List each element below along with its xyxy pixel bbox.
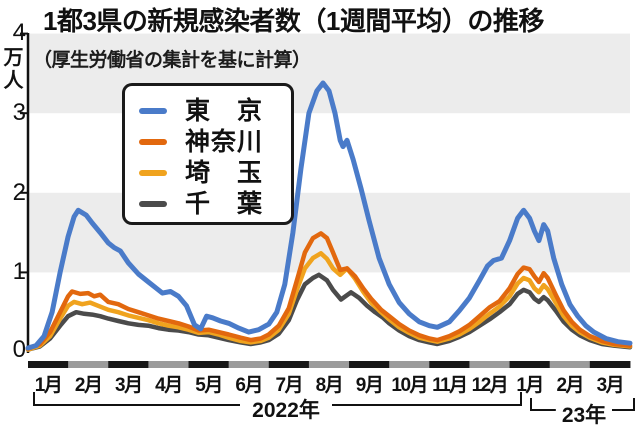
legend-label-kanagawa: 神奈川 [185, 128, 264, 156]
month-label-8: 8月 [315, 375, 344, 396]
month-bar-segment [188, 361, 230, 368]
month-label-4: 4月 [155, 375, 183, 396]
year-label-2022: 2022年 [246, 394, 326, 424]
legend-item-saitama: 埼 玉 [139, 160, 263, 186]
chart-title: 1都3県の新規感染者数（1週間平均）の推移 [43, 6, 544, 36]
month-bar-segment [268, 361, 310, 368]
y-axis-unit-man: 万 [3, 47, 24, 69]
series-line-chiba [25, 272, 633, 352]
y-tick-label-0: 0 [12, 336, 26, 363]
month-label-5: 5月 [195, 375, 223, 396]
month-bar-segment [469, 361, 511, 368]
month-bar-segment [549, 361, 591, 368]
y-tick-label-2: 2 [12, 179, 26, 206]
month-bar-segment [108, 361, 149, 368]
y-axis-unit-label: 万 人 [1, 47, 26, 93]
y-tick-label-1: 1 [12, 258, 26, 285]
month-bar-segment [389, 361, 430, 368]
y-tick-label-4: 4 [12, 19, 26, 46]
month-label-10: 10月 [391, 375, 428, 396]
month-label-6: 6月 [235, 375, 263, 396]
legend-item-tokyo: 東 京 [139, 98, 263, 124]
y-axis-unit-nin: 人 [3, 70, 24, 92]
month-bar-segment [308, 361, 350, 368]
month-label-9: 9月 [355, 375, 384, 396]
month-label-7: 7月 [275, 375, 304, 396]
month-label-14: 2月 [556, 375, 584, 396]
month-bar-segment [28, 361, 69, 368]
tokyo-line-swatch-icon [139, 108, 167, 114]
month-bar-segment [429, 361, 470, 368]
month-bar-segment [148, 361, 190, 368]
month-bar-segment [509, 361, 551, 368]
month-label-15: 3月 [596, 375, 625, 396]
y-tick-label-3: 3 [12, 99, 26, 126]
legend-label-saitama: 埼 玉 [185, 159, 264, 187]
legend-label-chiba: 千 葉 [185, 190, 264, 218]
legend-item-kanagawa: 神奈川 [139, 129, 263, 155]
month-bar-segment [228, 361, 270, 368]
x-axis-month-labels: 1月 2月 3月 4月 5月 6月 7月 8月 9月 10月 11月 12月 1月 2月 3月 [0, 370, 640, 396]
saitama-line-swatch-icon [139, 170, 167, 176]
month-label-12: 12月 [471, 375, 509, 396]
month-label-11: 11月 [432, 375, 468, 396]
month-label-1: 1月 [34, 375, 63, 396]
kanagawa-line-swatch-icon [139, 139, 167, 145]
chart-subtitle: （厚生労働省の集計を基に計算） [33, 50, 311, 71]
month-bar-segment [68, 361, 109, 368]
series-line-tokyo [25, 80, 633, 351]
legend-item-chiba: 千 葉 [139, 191, 263, 217]
legend-box: 東 京 神奈川 埼 玉 千 葉 [122, 83, 294, 225]
bracket-23 [530, 398, 635, 411]
year-label-23: 23年 [555, 399, 613, 429]
month-bar-segment [349, 361, 390, 368]
month-label-3: 3月 [115, 375, 143, 396]
series-line-saitama [25, 251, 633, 352]
chiba-line-swatch-icon [139, 201, 167, 207]
month-label-13: 1月 [516, 375, 544, 396]
month-label-2: 2月 [74, 375, 103, 396]
month-bar-segment [589, 361, 631, 368]
bracket-2022 [33, 392, 522, 406]
legend-label-tokyo: 東 京 [185, 97, 264, 125]
series-line-kanagawa [25, 231, 633, 352]
